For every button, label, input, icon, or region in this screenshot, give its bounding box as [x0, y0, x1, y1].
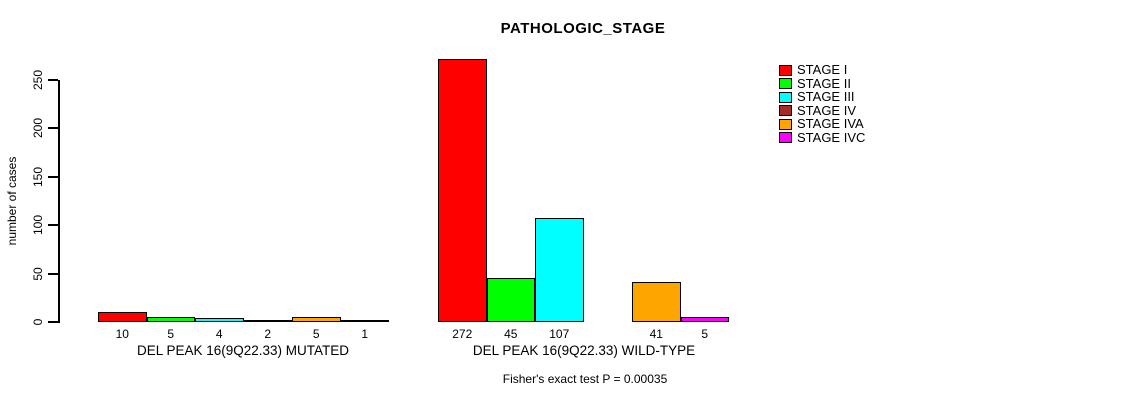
legend-item-stage-iv: STAGE IV — [779, 102, 865, 118]
y-tick-label: 0 — [31, 318, 45, 326]
bar-stage-iii-wild-type — [535, 218, 584, 322]
legend: STAGE I STAGE II STAGE III STAGE IV STAGE IV… — [779, 62, 866, 145]
y-tick-mark — [48, 79, 58, 81]
bar-stage-ivc-wild-type — [680, 317, 729, 322]
bar-stage-iva-wild-type — [632, 282, 681, 322]
y-tick-mark — [48, 175, 58, 178]
legend-label: STAGE III — [797, 89, 855, 104]
legend-label: STAGE II — [797, 75, 851, 91]
bar-value-label: 5 — [701, 327, 709, 341]
legend-item-stage-iii: STAGE III — [779, 89, 865, 104]
x-group-label-mutated: DEL PEAK 16(9Q22.33) MUTATED — [136, 343, 350, 358]
y-tick-label: 150 — [31, 166, 45, 187]
y-tick-label: 50 — [31, 266, 45, 281]
bar-value-label: 107 — [549, 327, 570, 341]
y-tick-label: 200 — [31, 118, 45, 139]
bar-stage-i-mutated — [98, 312, 147, 322]
bar-stage-i-wild-type — [438, 59, 487, 322]
bar-value-label: 10 — [115, 327, 129, 341]
y-axis-label: number of cases — [5, 156, 19, 246]
legend-swatch-stage-ivc — [779, 132, 792, 143]
legend-swatch-stage-ii — [779, 78, 792, 89]
y-tick-label: 100 — [31, 215, 45, 236]
x-group-label-wild-type: DEL PEAK 16(9Q22.33) WILD-TYPE — [472, 343, 696, 358]
bar-value-label: 5 — [312, 327, 320, 341]
bar-stage-ivc-mutated — [340, 320, 389, 322]
y-tick-mark — [48, 272, 58, 275]
legend-label: STAGE IV — [797, 102, 856, 118]
bar-value-label: 5 — [167, 327, 175, 341]
legend-swatch-stage-i — [779, 64, 792, 76]
bar-stage-iva-mutated — [292, 317, 341, 322]
bar-stage-iv-mutated — [243, 320, 292, 322]
bar-value-label: 45 — [504, 327, 518, 341]
legend-item-stage-i: STAGE I — [779, 62, 865, 77]
bar-value-label: 272 — [452, 327, 473, 341]
legend-item-stage-iva: STAGE IVA — [779, 116, 865, 131]
y-tick-mark — [48, 224, 58, 227]
bar-stage-ii-wild-type — [486, 278, 535, 322]
legend-label: STAGE IVA — [797, 116, 864, 131]
y-axis-line — [58, 80, 60, 323]
y-tick-label: 250 — [31, 69, 45, 91]
bar-stage-ii-mutated — [146, 317, 195, 322]
bar-value-label: 41 — [649, 327, 663, 341]
legend-item-stage-ii: STAGE II — [779, 75, 865, 91]
fisher-test-footnote: Fisher's exact test P = 0.00035 — [502, 372, 668, 386]
legend-label: STAGE IVC — [797, 129, 866, 145]
bar-value-label: 2 — [264, 327, 272, 341]
legend-swatch-stage-iv — [779, 105, 792, 116]
bar-value-label: 4 — [215, 327, 223, 341]
y-tick-mark — [48, 127, 58, 130]
legend-label: STAGE I — [797, 62, 848, 77]
bar-value-label: 1 — [361, 327, 369, 341]
bar-stage-iii-mutated — [195, 318, 244, 322]
legend-item-stage-ivc: STAGE IVC — [779, 129, 866, 145]
chart-title: PATHOLOGIC_STAGE — [500, 20, 666, 37]
legend-swatch-stage-iva — [779, 118, 792, 130]
legend-swatch-stage-iii — [779, 91, 792, 103]
y-tick-mark — [48, 321, 58, 323]
